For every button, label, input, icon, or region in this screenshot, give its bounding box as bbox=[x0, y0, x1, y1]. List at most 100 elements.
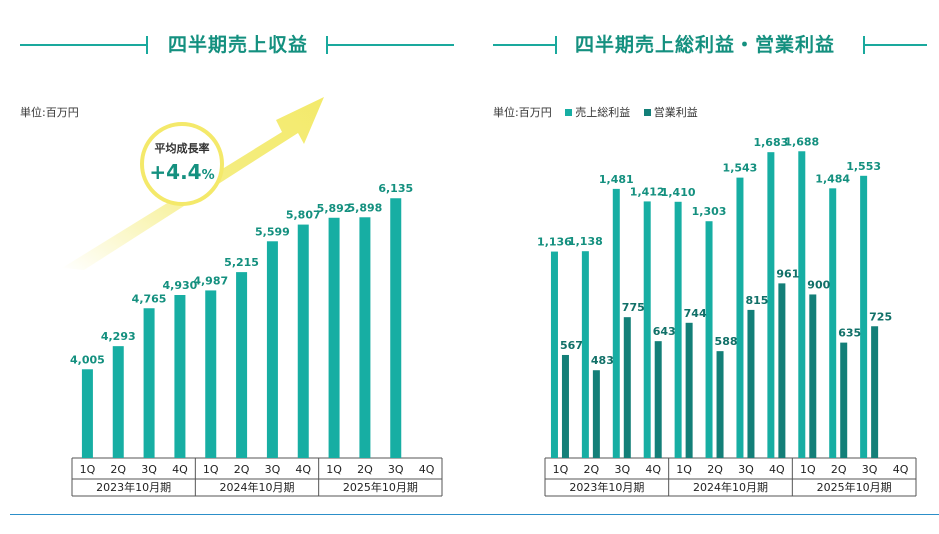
tick-label: 4Q bbox=[419, 463, 435, 476]
growth-rate-badge: 平均成長率 +4.4% bbox=[140, 122, 224, 206]
revenue-bar bbox=[328, 217, 340, 458]
revenue-bar bbox=[112, 346, 124, 458]
operating-profit-data-label: 725 bbox=[869, 310, 892, 323]
group-label: 2025年10月期 bbox=[343, 480, 418, 494]
operating-profit-data-label: 775 bbox=[622, 301, 645, 314]
operating-profit-bar bbox=[685, 322, 693, 458]
gross-profit-data-label: 1,136 bbox=[537, 236, 572, 249]
tick-label: 3Q bbox=[265, 463, 281, 476]
tick-label: 3Q bbox=[738, 463, 754, 476]
left-unit-label: 単位:百万円 bbox=[20, 106, 79, 119]
growth-rate-label: 平均成長率 bbox=[154, 142, 210, 155]
revenue-data-label: 4,987 bbox=[193, 274, 228, 287]
tick-label: 1Q bbox=[553, 463, 569, 476]
title-tick bbox=[146, 36, 148, 54]
tick-label: 4Q bbox=[769, 463, 785, 476]
tick-label: 1Q bbox=[203, 463, 219, 476]
gross-profit-data-label: 1,412 bbox=[630, 185, 665, 198]
gross-profit-data-label: 1,410 bbox=[661, 186, 696, 199]
tick-label: 2Q bbox=[707, 463, 723, 476]
operating-profit-data-label: 567 bbox=[560, 339, 583, 352]
revenue-data-label: 5,892 bbox=[317, 202, 352, 215]
gross-profit-bar bbox=[643, 201, 651, 458]
legend-swatch-gross bbox=[565, 109, 573, 116]
revenue-data-label: 5,599 bbox=[255, 225, 290, 238]
operating-profit-data-label: 744 bbox=[684, 307, 707, 320]
operating-profit-data-label: 635 bbox=[838, 327, 861, 340]
revenue-data-label: 4,930 bbox=[163, 279, 198, 292]
title-rule-right bbox=[863, 44, 927, 46]
revenue-bar bbox=[143, 308, 155, 458]
growth-rate-value: +4.4% bbox=[144, 160, 220, 184]
tick-label: 4Q bbox=[172, 463, 188, 476]
operating-profit-bar bbox=[809, 294, 817, 458]
tick-label: 3Q bbox=[141, 463, 157, 476]
legend-label-gross: 売上総利益 bbox=[575, 106, 631, 119]
growth-rate-suffix: % bbox=[201, 168, 215, 183]
gross-profit-bar bbox=[581, 251, 589, 458]
gross-profit-data-label: 1,138 bbox=[568, 235, 603, 248]
gross-profit-data-label: 1,481 bbox=[599, 173, 634, 186]
group-label: 2024年10月期 bbox=[220, 480, 295, 494]
bottom-rule bbox=[10, 514, 939, 515]
growth-rate-number: +4.4 bbox=[149, 160, 202, 184]
revenue-data-label: 4,765 bbox=[132, 292, 167, 305]
gross-profit-bar bbox=[674, 201, 682, 459]
group-label: 2023年10月期 bbox=[96, 480, 171, 494]
operating-profit-bar bbox=[747, 309, 755, 458]
gross-profit-data-label: 1,688 bbox=[784, 135, 819, 148]
operating-profit-data-label: 643 bbox=[653, 325, 676, 338]
gross-profit-data-label: 1,303 bbox=[692, 205, 727, 218]
revenue-data-label: 4,005 bbox=[70, 353, 105, 366]
revenue-bar bbox=[359, 217, 371, 458]
title-rule-right bbox=[326, 44, 454, 46]
revenue-bar bbox=[81, 369, 93, 458]
tick-label: 3Q bbox=[388, 463, 404, 476]
legend-label-operating: 営業利益 bbox=[653, 106, 698, 119]
revenue-data-label: 5,898 bbox=[348, 201, 383, 214]
tick-label: 2Q bbox=[110, 463, 126, 476]
operating-profit-bar bbox=[654, 341, 662, 458]
tick-label: 3Q bbox=[614, 463, 630, 476]
revenue-bar bbox=[236, 272, 248, 458]
tick-label: 2Q bbox=[234, 463, 250, 476]
gross-profit-bar bbox=[705, 221, 713, 458]
tick-label: 1Q bbox=[676, 463, 692, 476]
right-unit-label: 単位:百万円 bbox=[493, 106, 552, 119]
revenue-data-label: 5,807 bbox=[286, 209, 321, 222]
right-title-banner: 四半期売上総利益・営業利益 bbox=[493, 30, 933, 60]
revenue-data-label: 6,135 bbox=[378, 182, 413, 195]
right-unit-legend: 単位:百万円 売上総利益 営業利益 bbox=[493, 104, 698, 120]
gross-profit-bar bbox=[736, 177, 744, 458]
operating-profit-data-label: 483 bbox=[591, 354, 614, 367]
revenue-data-label: 5,215 bbox=[224, 256, 259, 269]
group-label: 2023年10月期 bbox=[569, 480, 644, 494]
operating-profit-bar bbox=[778, 283, 786, 458]
left-title-banner: 四半期売上収益 bbox=[20, 30, 460, 60]
gross-profit-bar bbox=[860, 175, 868, 458]
gross-profit-data-label: 1,543 bbox=[723, 162, 758, 175]
title-tick bbox=[555, 36, 557, 54]
right-chart-title: 四半期売上総利益・営業利益 bbox=[575, 34, 836, 56]
title-rule-left bbox=[20, 44, 146, 46]
operating-profit-bar bbox=[716, 351, 724, 458]
gross-profit-data-label: 1,484 bbox=[815, 172, 850, 185]
tick-label: 2Q bbox=[831, 463, 847, 476]
operating-profit-bar bbox=[592, 370, 600, 458]
tick-label: 2Q bbox=[584, 463, 600, 476]
operating-profit-data-label: 588 bbox=[715, 335, 738, 348]
gross-profit-bar bbox=[798, 151, 806, 458]
gross-profit-data-label: 1,683 bbox=[753, 136, 788, 149]
gross-profit-bar bbox=[767, 152, 775, 458]
revenue-data-label: 4,293 bbox=[101, 330, 136, 343]
title-rule-left bbox=[493, 44, 555, 46]
tick-label: 1Q bbox=[326, 463, 342, 476]
operating-profit-data-label: 900 bbox=[807, 278, 830, 291]
tick-label: 1Q bbox=[800, 463, 816, 476]
operating-profit-bar bbox=[623, 317, 631, 458]
tick-label: 4Q bbox=[645, 463, 661, 476]
operating-profit-bar bbox=[840, 342, 848, 458]
tick-label: 4Q bbox=[893, 463, 909, 476]
